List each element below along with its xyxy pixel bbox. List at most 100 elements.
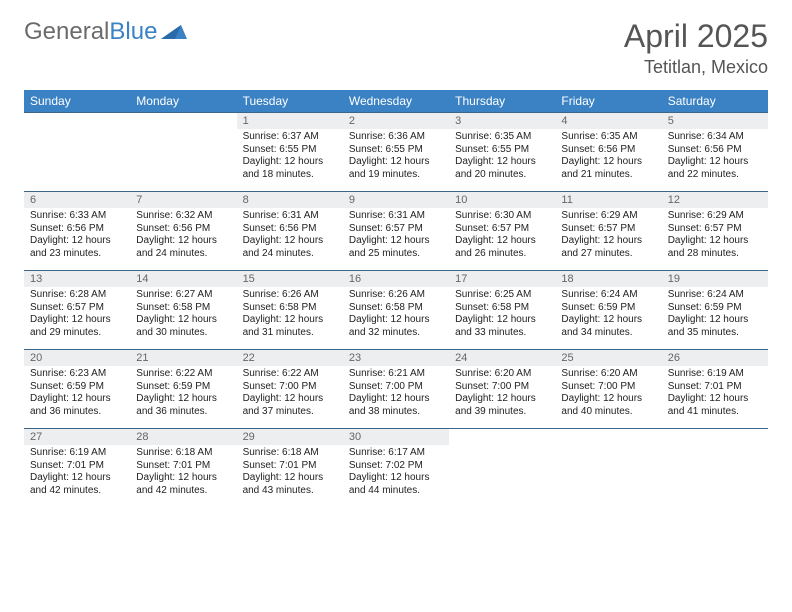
day-cell: 23Sunrise: 6:21 AMSunset: 7:00 PMDayligh…	[343, 350, 449, 428]
day-details: Sunrise: 6:25 AMSunset: 6:58 PMDaylight:…	[449, 287, 555, 345]
day-number: 25	[555, 350, 661, 366]
day-cell: 29Sunrise: 6:18 AMSunset: 7:01 PMDayligh…	[237, 429, 343, 507]
day-details: Sunrise: 6:21 AMSunset: 7:00 PMDaylight:…	[343, 366, 449, 424]
day-details: Sunrise: 6:27 AMSunset: 6:58 PMDaylight:…	[130, 287, 236, 345]
day-cell: 17Sunrise: 6:25 AMSunset: 6:58 PMDayligh…	[449, 271, 555, 349]
title-block: April 2025 Tetitlan, Mexico	[624, 18, 768, 78]
day-details: Sunrise: 6:22 AMSunset: 6:59 PMDaylight:…	[130, 366, 236, 424]
logo: GeneralBlue	[24, 18, 187, 46]
day-number: 1	[237, 113, 343, 129]
day-details: Sunrise: 6:26 AMSunset: 6:58 PMDaylight:…	[343, 287, 449, 345]
day-details: Sunrise: 6:30 AMSunset: 6:57 PMDaylight:…	[449, 208, 555, 266]
day-cell: 13Sunrise: 6:28 AMSunset: 6:57 PMDayligh…	[24, 271, 130, 349]
day-details: Sunrise: 6:20 AMSunset: 7:00 PMDaylight:…	[555, 366, 661, 424]
day-number: 22	[237, 350, 343, 366]
day-number: 11	[555, 192, 661, 208]
day-cell: 22Sunrise: 6:22 AMSunset: 7:00 PMDayligh…	[237, 350, 343, 428]
day-number: 9	[343, 192, 449, 208]
day-details: Sunrise: 6:29 AMSunset: 6:57 PMDaylight:…	[555, 208, 661, 266]
day-number: 4	[555, 113, 661, 129]
day-number: 20	[24, 350, 130, 366]
day-details: Sunrise: 6:24 AMSunset: 6:59 PMDaylight:…	[662, 287, 768, 345]
day-details: Sunrise: 6:33 AMSunset: 6:56 PMDaylight:…	[24, 208, 130, 266]
day-cell	[662, 429, 768, 507]
day-details: Sunrise: 6:32 AMSunset: 6:56 PMDaylight:…	[130, 208, 236, 266]
day-cell: 12Sunrise: 6:29 AMSunset: 6:57 PMDayligh…	[662, 192, 768, 270]
day-number: 23	[343, 350, 449, 366]
logo-text-2: Blue	[109, 18, 157, 46]
day-details: Sunrise: 6:18 AMSunset: 7:01 PMDaylight:…	[130, 445, 236, 503]
day-number: 19	[662, 271, 768, 287]
day-header: Thursday	[449, 90, 555, 112]
day-cell: 24Sunrise: 6:20 AMSunset: 7:00 PMDayligh…	[449, 350, 555, 428]
day-cell: 16Sunrise: 6:26 AMSunset: 6:58 PMDayligh…	[343, 271, 449, 349]
day-details: Sunrise: 6:19 AMSunset: 7:01 PMDaylight:…	[24, 445, 130, 503]
day-number	[662, 429, 768, 433]
day-header: Sunday	[24, 90, 130, 112]
day-number: 5	[662, 113, 768, 129]
day-details: Sunrise: 6:36 AMSunset: 6:55 PMDaylight:…	[343, 129, 449, 187]
day-cell: 26Sunrise: 6:19 AMSunset: 7:01 PMDayligh…	[662, 350, 768, 428]
day-details: Sunrise: 6:35 AMSunset: 6:55 PMDaylight:…	[449, 129, 555, 187]
day-cell: 3Sunrise: 6:35 AMSunset: 6:55 PMDaylight…	[449, 113, 555, 191]
day-number: 2	[343, 113, 449, 129]
day-cell	[555, 429, 661, 507]
day-cell: 2Sunrise: 6:36 AMSunset: 6:55 PMDaylight…	[343, 113, 449, 191]
day-number: 21	[130, 350, 236, 366]
day-cell: 7Sunrise: 6:32 AMSunset: 6:56 PMDaylight…	[130, 192, 236, 270]
location: Tetitlan, Mexico	[624, 57, 768, 78]
day-number	[555, 429, 661, 433]
day-number	[130, 113, 236, 117]
day-number: 17	[449, 271, 555, 287]
day-number: 16	[343, 271, 449, 287]
header: GeneralBlue April 2025 Tetitlan, Mexico	[24, 18, 768, 78]
day-details: Sunrise: 6:31 AMSunset: 6:56 PMDaylight:…	[237, 208, 343, 266]
day-number	[449, 429, 555, 433]
day-cell: 9Sunrise: 6:31 AMSunset: 6:57 PMDaylight…	[343, 192, 449, 270]
day-number: 13	[24, 271, 130, 287]
day-cell: 11Sunrise: 6:29 AMSunset: 6:57 PMDayligh…	[555, 192, 661, 270]
week-row: 27Sunrise: 6:19 AMSunset: 7:01 PMDayligh…	[24, 428, 768, 507]
day-number: 18	[555, 271, 661, 287]
day-number: 7	[130, 192, 236, 208]
day-details: Sunrise: 6:24 AMSunset: 6:59 PMDaylight:…	[555, 287, 661, 345]
day-cell: 4Sunrise: 6:35 AMSunset: 6:56 PMDaylight…	[555, 113, 661, 191]
day-number: 30	[343, 429, 449, 445]
day-number: 3	[449, 113, 555, 129]
day-cell: 15Sunrise: 6:26 AMSunset: 6:58 PMDayligh…	[237, 271, 343, 349]
day-header: Tuesday	[237, 90, 343, 112]
day-details: Sunrise: 6:37 AMSunset: 6:55 PMDaylight:…	[237, 129, 343, 187]
day-details: Sunrise: 6:29 AMSunset: 6:57 PMDaylight:…	[662, 208, 768, 266]
day-number	[24, 113, 130, 117]
weeks-container: 1Sunrise: 6:37 AMSunset: 6:55 PMDaylight…	[24, 112, 768, 507]
day-details: Sunrise: 6:28 AMSunset: 6:57 PMDaylight:…	[24, 287, 130, 345]
day-cell: 19Sunrise: 6:24 AMSunset: 6:59 PMDayligh…	[662, 271, 768, 349]
calendar: Sunday Monday Tuesday Wednesday Thursday…	[24, 90, 768, 507]
day-cell: 1Sunrise: 6:37 AMSunset: 6:55 PMDaylight…	[237, 113, 343, 191]
day-details: Sunrise: 6:17 AMSunset: 7:02 PMDaylight:…	[343, 445, 449, 503]
day-cell: 30Sunrise: 6:17 AMSunset: 7:02 PMDayligh…	[343, 429, 449, 507]
day-cell: 27Sunrise: 6:19 AMSunset: 7:01 PMDayligh…	[24, 429, 130, 507]
day-cell	[130, 113, 236, 191]
day-number: 24	[449, 350, 555, 366]
day-details: Sunrise: 6:34 AMSunset: 6:56 PMDaylight:…	[662, 129, 768, 187]
day-details: Sunrise: 6:31 AMSunset: 6:57 PMDaylight:…	[343, 208, 449, 266]
day-cell: 6Sunrise: 6:33 AMSunset: 6:56 PMDaylight…	[24, 192, 130, 270]
day-number: 27	[24, 429, 130, 445]
day-header: Wednesday	[343, 90, 449, 112]
day-cell	[449, 429, 555, 507]
logo-text-1: General	[24, 18, 109, 46]
day-number: 8	[237, 192, 343, 208]
day-cell: 14Sunrise: 6:27 AMSunset: 6:58 PMDayligh…	[130, 271, 236, 349]
day-details: Sunrise: 6:26 AMSunset: 6:58 PMDaylight:…	[237, 287, 343, 345]
day-header: Monday	[130, 90, 236, 112]
day-number: 29	[237, 429, 343, 445]
day-number: 12	[662, 192, 768, 208]
day-cell: 10Sunrise: 6:30 AMSunset: 6:57 PMDayligh…	[449, 192, 555, 270]
week-row: 6Sunrise: 6:33 AMSunset: 6:56 PMDaylight…	[24, 191, 768, 270]
day-number: 6	[24, 192, 130, 208]
day-cell: 20Sunrise: 6:23 AMSunset: 6:59 PMDayligh…	[24, 350, 130, 428]
day-header-row: Sunday Monday Tuesday Wednesday Thursday…	[24, 90, 768, 112]
day-cell: 25Sunrise: 6:20 AMSunset: 7:00 PMDayligh…	[555, 350, 661, 428]
day-header: Saturday	[662, 90, 768, 112]
